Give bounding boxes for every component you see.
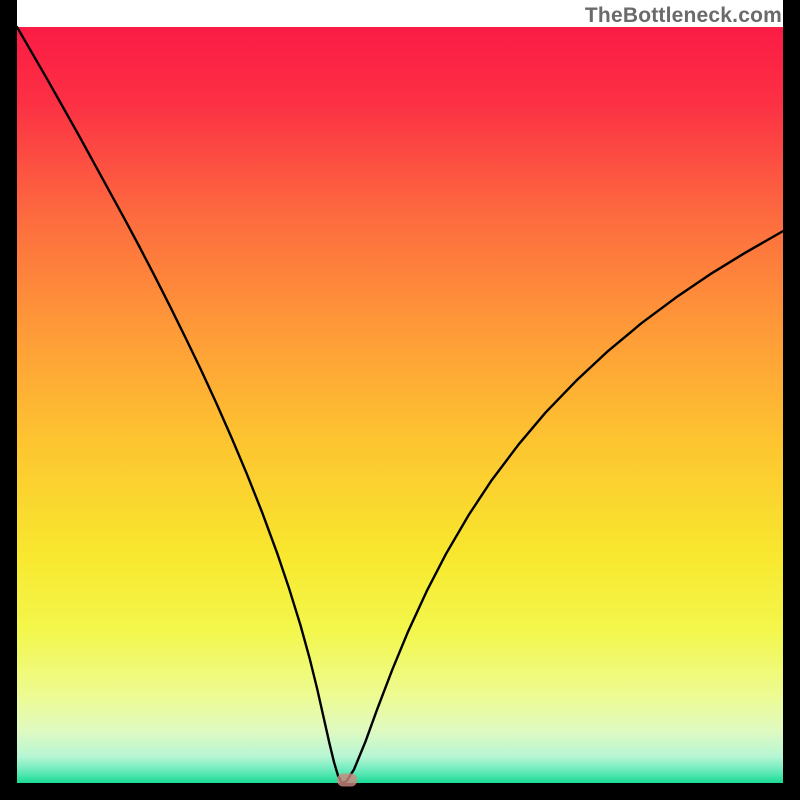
watermark-text: TheBottleneck.com [585,4,782,28]
bottleneck-curve-chart [0,0,800,800]
minimum-marker [337,773,357,786]
plot-background [17,27,783,783]
chart-container: { "figure": { "type": "line", "width": 8… [0,0,800,800]
